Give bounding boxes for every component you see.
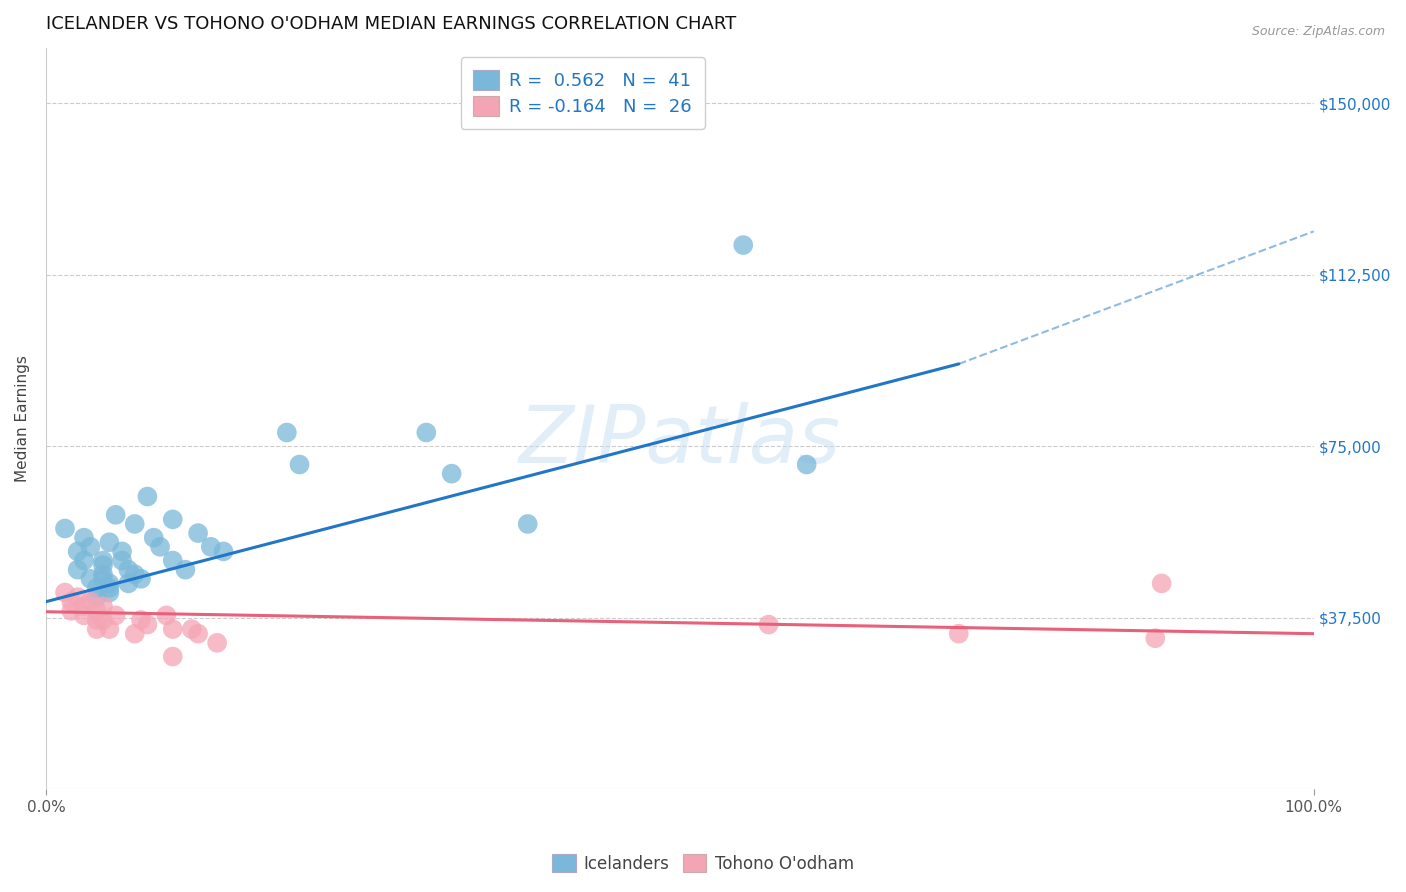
Point (66, 590, 89, 604)
Point (73, 599, 96, 614)
Point (180, 622, 202, 636)
Point (440, 467, 463, 481)
Point (733, 238, 755, 252)
Point (86, 604, 108, 618)
Point (104, 608, 127, 623)
Point (124, 516, 146, 531)
Point (111, 553, 134, 567)
Point (415, 425, 437, 440)
Point (66, 544, 89, 558)
Text: ZIPatlas: ZIPatlas (519, 402, 841, 480)
Point (91, 572, 114, 586)
Legend: Icelanders, Tohono O'odham: Icelanders, Tohono O'odham (546, 847, 860, 880)
Point (104, 508, 127, 522)
Point (117, 563, 139, 577)
Legend: R =  0.562   N =  41, R = -0.164   N =  26: R = 0.562 N = 41, R = -0.164 N = 26 (461, 57, 704, 128)
Point (205, 636, 228, 650)
Point (162, 649, 184, 664)
Point (516, 516, 538, 531)
Point (129, 572, 152, 586)
Point (91, 553, 114, 567)
Point (73, 608, 96, 623)
Text: Source: ZipAtlas.com: Source: ZipAtlas.com (1251, 25, 1385, 38)
Point (98, 585, 121, 599)
Point (758, 617, 780, 632)
Point (1150, 576, 1173, 591)
Point (187, 526, 209, 541)
Point (86, 581, 108, 595)
Point (79, 595, 101, 609)
Point (91, 558, 114, 573)
Text: ICELANDER VS TOHONO O'ODHAM MEDIAN EARNINGS CORRELATION CHART: ICELANDER VS TOHONO O'ODHAM MEDIAN EARNI… (46, 15, 737, 33)
Point (124, 567, 146, 582)
Point (79, 540, 101, 554)
Point (53, 522, 76, 536)
Point (98, 535, 121, 549)
Point (73, 553, 96, 567)
Point (73, 531, 96, 545)
Point (796, 458, 818, 472)
Point (187, 626, 209, 640)
Point (200, 540, 222, 554)
Point (91, 613, 114, 627)
Point (124, 626, 146, 640)
Point (162, 553, 184, 567)
Point (53, 585, 76, 599)
Point (149, 540, 172, 554)
Point (98, 576, 121, 591)
Point (948, 626, 970, 640)
Point (155, 608, 177, 623)
Point (288, 458, 311, 472)
Point (174, 563, 197, 577)
Point (136, 490, 159, 504)
Point (66, 563, 89, 577)
Point (98, 581, 121, 595)
Point (129, 613, 152, 627)
Point (91, 567, 114, 582)
Point (111, 544, 134, 558)
Point (142, 531, 165, 545)
Point (212, 544, 235, 558)
Point (60, 595, 83, 609)
Point (98, 622, 121, 636)
Point (91, 599, 114, 614)
Point (1144, 632, 1167, 646)
Y-axis label: Median Earnings: Median Earnings (15, 355, 30, 483)
Point (276, 425, 298, 440)
Point (162, 512, 184, 526)
Point (86, 590, 108, 604)
Point (136, 617, 159, 632)
Point (162, 622, 184, 636)
Point (86, 613, 108, 627)
Point (86, 622, 108, 636)
Point (117, 576, 139, 591)
Point (79, 572, 101, 586)
Point (60, 604, 83, 618)
